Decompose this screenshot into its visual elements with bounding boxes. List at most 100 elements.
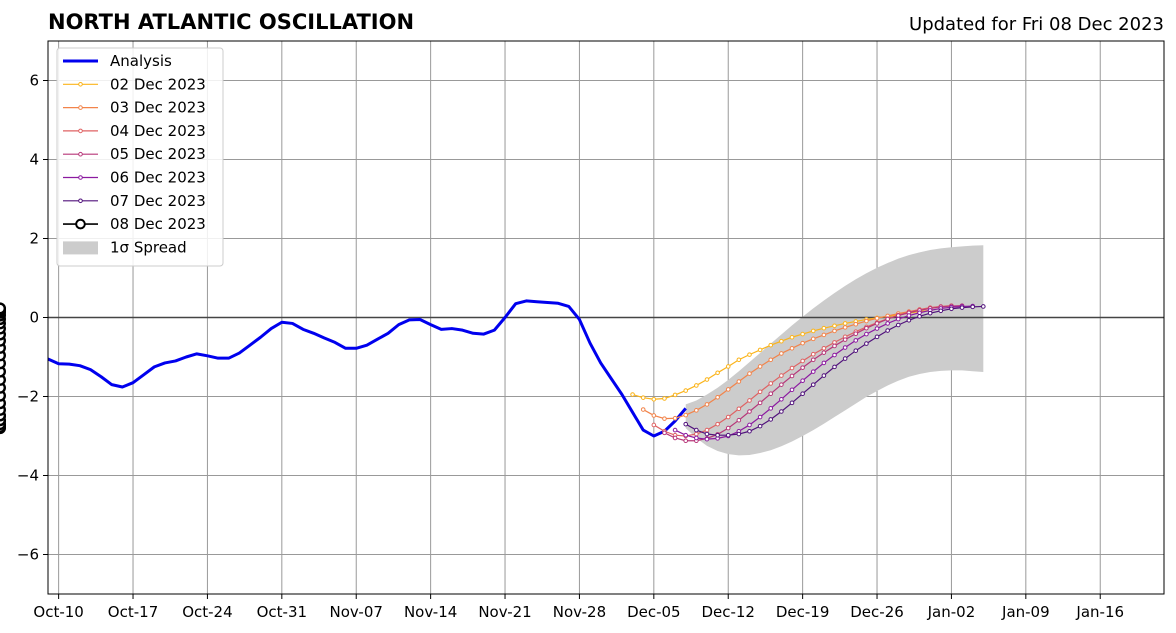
ticks: Oct-10 Oct-17 Oct-24 Oct-31 Nov-07 Nov-14 Nov-… [17, 72, 1124, 622]
forecast-point [800, 340, 805, 346]
x-tick-label: Nov-07 [330, 603, 383, 621]
forecast-point [672, 392, 678, 398]
chart-title: NORTH ATLANTIC OSCILLATION [48, 10, 414, 34]
legend: Analysis 02 Dec 2023 03 Dec 2023 04 Dec 202… [56, 47, 224, 267]
forecast-point [864, 341, 869, 346]
forecast-point [821, 332, 827, 338]
forecast-point [736, 379, 742, 384]
forecast-point [949, 306, 954, 312]
forecast-point [789, 346, 795, 351]
forecast-point [715, 370, 720, 376]
forecast-point [779, 409, 784, 414]
legend-label: 07 Dec 2023 [110, 192, 206, 210]
legend-label: 03 Dec 2023 [110, 99, 206, 117]
forecast-point [810, 328, 816, 334]
forecast-point [821, 373, 827, 378]
forecast-point [757, 414, 763, 420]
forecast-point [768, 391, 774, 397]
forecast-point [821, 346, 827, 351]
forecast-point [864, 325, 869, 331]
forecast-point [651, 396, 657, 402]
forecast-point [789, 387, 795, 393]
forecast-point [917, 314, 922, 319]
forecast-point [821, 325, 827, 331]
forecast-point [779, 382, 784, 387]
forecast-point [736, 431, 742, 437]
forecast-point [874, 326, 880, 331]
forecast-point [874, 321, 880, 326]
forecast-point [779, 373, 784, 378]
forecast-point [672, 415, 678, 421]
forecast-point [725, 387, 731, 392]
forecast-point [662, 430, 667, 436]
forecast-point [768, 357, 774, 363]
forecast-point [683, 421, 689, 427]
forecast-point [842, 325, 848, 330]
forecast-point [662, 396, 667, 401]
forecast-point [694, 435, 699, 441]
series-group [0, 299, 986, 444]
forecast-point [630, 392, 635, 397]
forecast-point [725, 432, 731, 438]
forecast-point [0, 365, 6, 378]
y-tick-label: 4 [29, 151, 39, 169]
forecast-point [779, 338, 784, 344]
forecast-point [768, 417, 774, 422]
forecast-point [853, 348, 859, 353]
forecast-point [715, 394, 720, 400]
y-tick-label: 2 [29, 230, 39, 248]
forecast-point [0, 373, 6, 386]
forecast-point [800, 358, 805, 364]
forecast-point [895, 316, 901, 322]
legend-swatch-marker [78, 198, 83, 204]
forecast-point [672, 427, 678, 433]
forecast-point [662, 416, 667, 421]
forecast-point [800, 331, 805, 337]
forecast-point [938, 308, 944, 314]
forecast-point [832, 328, 837, 334]
forecast-point [747, 409, 752, 414]
forecast-point [800, 365, 805, 370]
forecast-point [810, 369, 816, 374]
forecast-point [885, 316, 890, 322]
forecast-point [768, 381, 774, 386]
forecast-point [959, 305, 965, 310]
forecast-point [970, 304, 975, 310]
forecast-point [0, 302, 6, 315]
forecast-point [821, 350, 827, 355]
forecast-point [906, 313, 912, 318]
forecast-point [683, 438, 689, 444]
x-tick-label: Jan-02 [927, 603, 976, 621]
legend-swatch-marker [78, 151, 83, 157]
x-tick-label: Dec-26 [850, 603, 904, 621]
x-tick-label: Dec-12 [701, 603, 755, 621]
forecast-point [832, 364, 837, 370]
legend-swatch-marker [75, 218, 86, 230]
x-tick-label: Nov-14 [404, 603, 457, 621]
forecast-point [715, 432, 720, 438]
y-tick-label: −2 [17, 388, 39, 406]
forecast-point [757, 347, 763, 353]
forecast-point [736, 406, 742, 412]
forecast-point [864, 318, 869, 324]
forecast-point [704, 436, 710, 442]
legend-label: 02 Dec 2023 [110, 75, 206, 93]
legend-swatch-marker [78, 105, 83, 110]
y-tick-label: 6 [29, 72, 39, 90]
forecast-point [672, 435, 678, 441]
forecast-point [842, 337, 848, 342]
forecast-point [853, 331, 859, 336]
forecast-point [810, 382, 816, 387]
forecast-point [747, 428, 752, 434]
forecast-point [747, 371, 752, 376]
y-tick-label: 0 [29, 309, 39, 327]
forecast-point [683, 388, 689, 393]
forecast-point [800, 378, 805, 384]
forecast-point [810, 351, 816, 357]
forecast-point [640, 407, 646, 412]
forecast-point [704, 402, 710, 407]
forecast-point [757, 423, 763, 429]
forecast-point [747, 352, 752, 357]
legend-box [56, 47, 224, 267]
x-tick-label: Dec-19 [776, 603, 830, 621]
